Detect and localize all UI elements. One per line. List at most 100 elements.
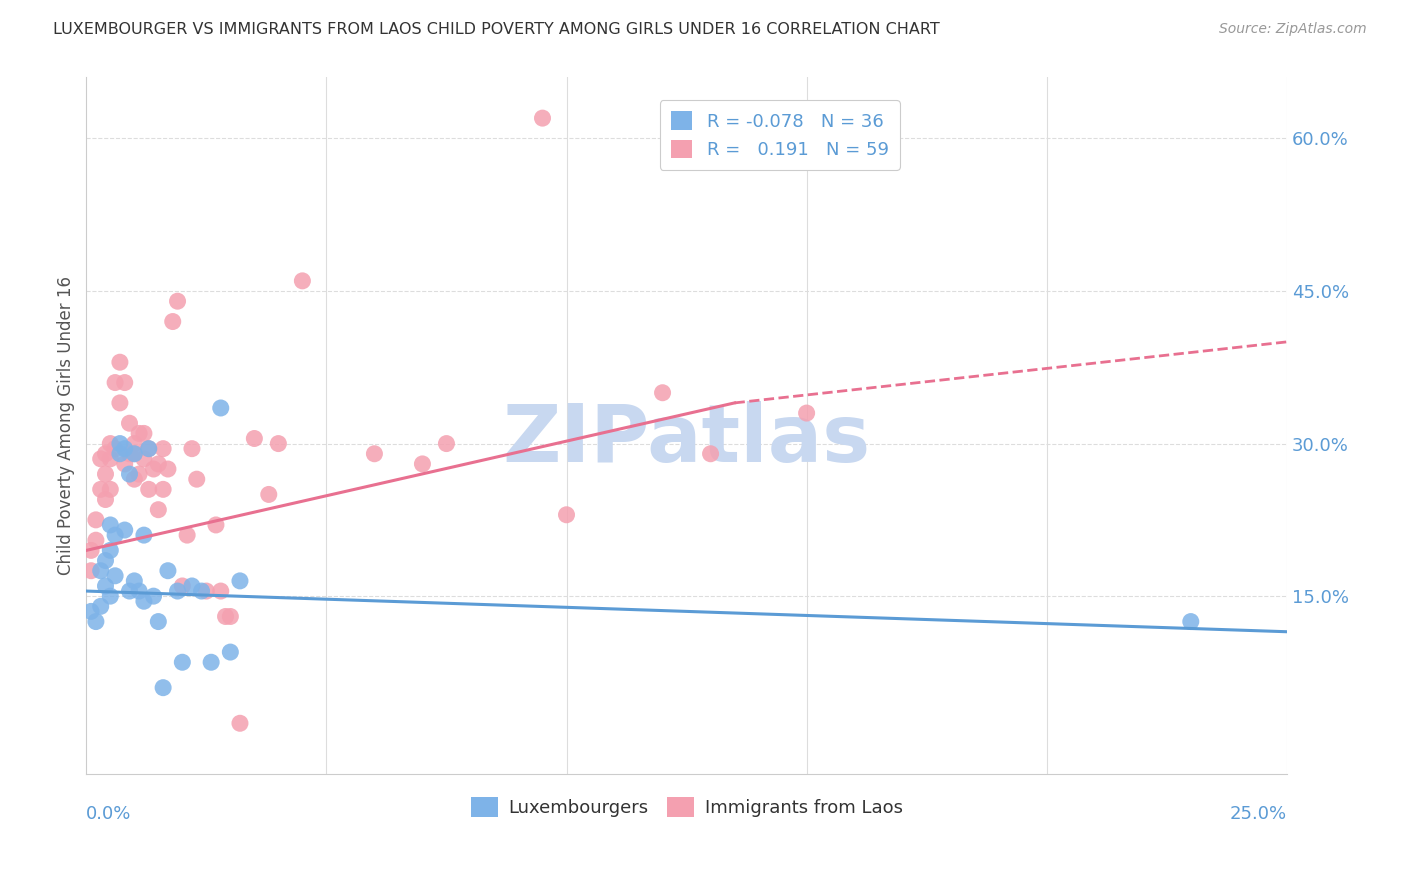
Point	[291, 274, 314, 288]
Point	[80, 604, 103, 618]
Point	[142, 589, 165, 603]
Point	[152, 483, 174, 497]
Point	[108, 447, 131, 461]
Point	[162, 314, 184, 328]
Point	[138, 442, 160, 456]
Point	[108, 355, 131, 369]
Point	[1180, 615, 1202, 629]
Point	[90, 599, 112, 614]
Point	[209, 401, 232, 415]
Point	[104, 528, 127, 542]
Point	[214, 609, 236, 624]
Point	[152, 681, 174, 695]
Point	[94, 553, 117, 567]
Point	[411, 457, 433, 471]
Point	[257, 487, 280, 501]
Point	[98, 436, 121, 450]
Point	[138, 483, 160, 497]
Point	[219, 645, 242, 659]
Point	[98, 518, 121, 533]
Point	[699, 447, 721, 461]
Point	[156, 462, 179, 476]
Point	[118, 467, 141, 481]
Point	[80, 543, 103, 558]
Point	[84, 615, 107, 629]
Point	[104, 442, 127, 456]
Point	[128, 467, 150, 481]
Text: ZIPatlas: ZIPatlas	[502, 401, 870, 479]
Point	[98, 483, 121, 497]
Point	[181, 442, 204, 456]
Point	[796, 406, 818, 420]
Point	[200, 655, 222, 669]
Point	[186, 472, 208, 486]
Point	[124, 472, 146, 486]
Point	[148, 615, 170, 629]
Point	[132, 451, 155, 466]
Point	[363, 447, 385, 461]
Text: 0.0%: 0.0%	[86, 805, 132, 823]
Point	[128, 584, 150, 599]
Point	[181, 579, 204, 593]
Point	[166, 584, 188, 599]
Point	[195, 584, 218, 599]
Point	[94, 467, 117, 481]
Point	[94, 447, 117, 461]
Point	[138, 442, 160, 456]
Text: 25.0%: 25.0%	[1230, 805, 1286, 823]
Point	[132, 426, 155, 441]
Point	[114, 457, 136, 471]
Point	[229, 716, 252, 731]
Point	[128, 426, 150, 441]
Point	[98, 451, 121, 466]
Point	[118, 447, 141, 461]
Y-axis label: Child Poverty Among Girls Under 16: Child Poverty Among Girls Under 16	[58, 277, 75, 575]
Point	[94, 492, 117, 507]
Point	[124, 447, 146, 461]
Point	[142, 462, 165, 476]
Point	[531, 111, 554, 125]
Point	[132, 528, 155, 542]
Point	[84, 513, 107, 527]
Point	[90, 564, 112, 578]
Point	[90, 483, 112, 497]
Point	[243, 432, 266, 446]
Point	[229, 574, 252, 588]
Point	[124, 436, 146, 450]
Point	[118, 416, 141, 430]
Point	[80, 564, 103, 578]
Text: Source: ZipAtlas.com: Source: ZipAtlas.com	[1219, 22, 1367, 37]
Point	[114, 376, 136, 390]
Point	[124, 574, 146, 588]
Point	[148, 502, 170, 516]
Point	[205, 518, 228, 533]
Point	[118, 584, 141, 599]
Point	[124, 447, 146, 461]
Point	[152, 442, 174, 456]
Point	[209, 584, 232, 599]
Point	[114, 523, 136, 537]
Point	[166, 294, 188, 309]
Point	[132, 594, 155, 608]
Legend: Luxembourgers, Immigrants from Laos: Luxembourgers, Immigrants from Laos	[464, 790, 910, 824]
Point	[104, 569, 127, 583]
Point	[190, 584, 212, 599]
Point	[156, 564, 179, 578]
Point	[98, 543, 121, 558]
Point	[98, 589, 121, 603]
Point	[436, 436, 458, 450]
Point	[172, 655, 194, 669]
Point	[219, 609, 242, 624]
Point	[108, 396, 131, 410]
Point	[94, 579, 117, 593]
Point	[148, 457, 170, 471]
Point	[90, 451, 112, 466]
Point	[114, 442, 136, 456]
Point	[555, 508, 578, 522]
Point	[267, 436, 290, 450]
Point	[84, 533, 107, 548]
Text: LUXEMBOURGER VS IMMIGRANTS FROM LAOS CHILD POVERTY AMONG GIRLS UNDER 16 CORRELAT: LUXEMBOURGER VS IMMIGRANTS FROM LAOS CHI…	[53, 22, 941, 37]
Point	[176, 528, 198, 542]
Point	[172, 579, 194, 593]
Point	[651, 385, 673, 400]
